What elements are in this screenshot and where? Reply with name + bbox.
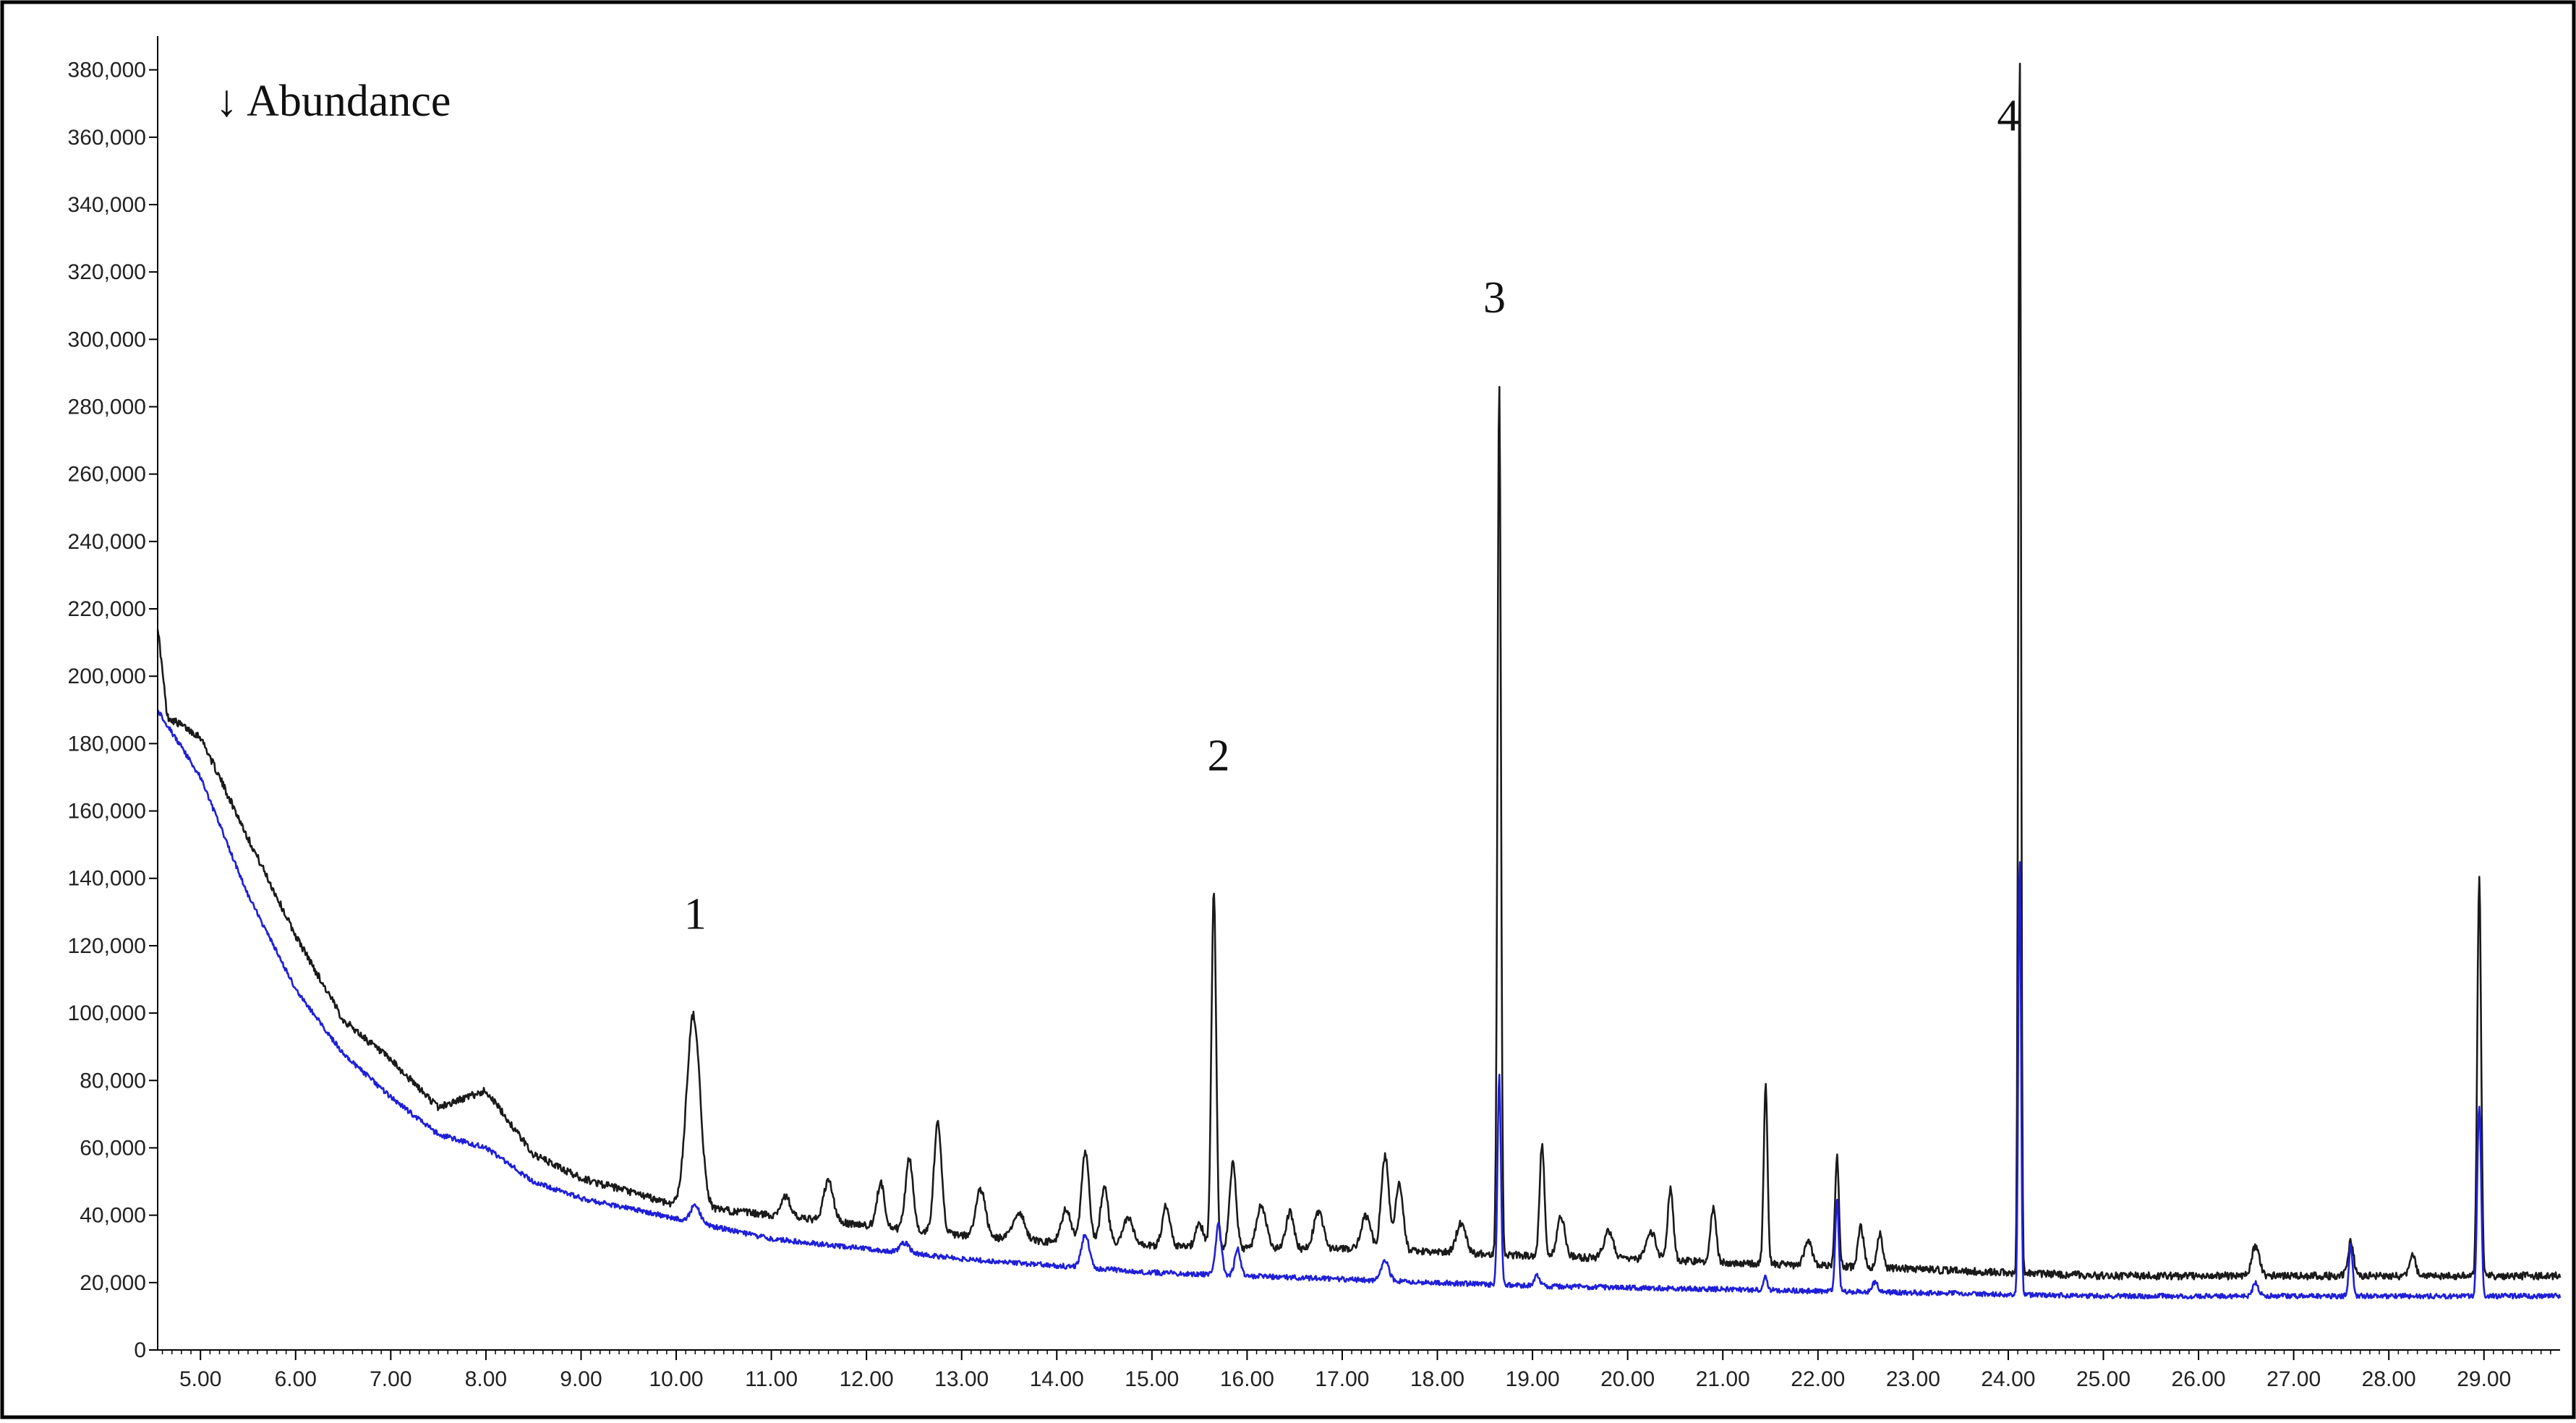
x-tick-label: 14.00 (1030, 1367, 1084, 1391)
y-tick-label: 360,000 (68, 126, 146, 150)
x-tick-label: 28.00 (2362, 1367, 2416, 1391)
x-tick-label: 21.00 (1696, 1367, 1750, 1391)
x-tick-label: 12.00 (840, 1367, 894, 1391)
y-tick-label: 100,000 (68, 1001, 146, 1025)
y-tick-label: 20,000 (80, 1271, 146, 1295)
peak-number-label: 1 (684, 890, 707, 939)
x-tick-label: 26.00 (2172, 1367, 2226, 1391)
y-tick-label: 260,000 (68, 463, 146, 487)
y-tick-label: 340,000 (68, 193, 146, 217)
chromatogram-trace (156, 709, 2562, 1300)
y-tick-label: 180,000 (68, 732, 146, 756)
peak-number-label: 2 (1207, 732, 1229, 781)
y-tick-label: 160,000 (68, 800, 146, 824)
x-tick-label: 29.00 (2457, 1367, 2511, 1391)
y-tick-label: 280,000 (68, 395, 146, 419)
x-tick-label: 8.00 (465, 1367, 507, 1391)
y-tick-label: 120,000 (68, 934, 146, 958)
x-tick-label: 18.00 (1410, 1367, 1464, 1391)
series-layer (156, 62, 2562, 1300)
peak-number-label: 4 (1997, 91, 2019, 140)
y-tick-label: 40,000 (80, 1204, 146, 1228)
x-tick-label: 9.00 (560, 1367, 602, 1391)
x-tick-label: 27.00 (2266, 1367, 2321, 1391)
y-tick-label: 240,000 (68, 530, 146, 554)
x-tick-label: 10.00 (649, 1367, 703, 1391)
y-tick-label: 60,000 (80, 1136, 146, 1160)
x-tick-label: 11.00 (745, 1367, 798, 1391)
x-tick-label: 7.00 (370, 1367, 411, 1391)
x-tick-label: 16.00 (1220, 1367, 1274, 1391)
x-tick-label: 19.00 (1506, 1367, 1560, 1391)
x-tick-label: 20.00 (1600, 1367, 1655, 1391)
x-tick-label: 17.00 (1315, 1367, 1369, 1391)
y-tick-label: 0 (134, 1338, 146, 1362)
x-tick-label: 24.00 (1981, 1367, 2035, 1391)
y-tick-label: 80,000 (80, 1069, 146, 1093)
y-axis-ticks: 0 20,000 40,000 60,000 80,000 100,000 120,000 1… (68, 59, 158, 1362)
x-tick-label: 25.00 (2076, 1367, 2131, 1391)
x-tick-label: 23.00 (1886, 1367, 1940, 1391)
y-tick-label: 380,000 (68, 59, 146, 82)
x-tick-label: 22.00 (1791, 1367, 1845, 1391)
y-tick-label: 140,000 (68, 867, 146, 891)
y-tick-label: 300,000 (68, 328, 146, 351)
y-axis-label: ↓ Abundance (216, 77, 451, 126)
x-tick-label: 13.00 (934, 1367, 989, 1391)
x-tick-label: 6.00 (275, 1367, 317, 1391)
y-tick-label: 220,000 (68, 597, 146, 621)
peak-number-label: 3 (1483, 273, 1506, 322)
y-tick-label: 320,000 (68, 260, 146, 284)
x-tick-label: 5.00 (179, 1367, 221, 1391)
peak-annotations: 1 2 3 4 (684, 91, 2020, 939)
chromatogram-trace (156, 62, 2562, 1281)
y-tick-label: 200,000 (68, 665, 146, 688)
x-tick-label: 15.00 (1125, 1367, 1179, 1391)
